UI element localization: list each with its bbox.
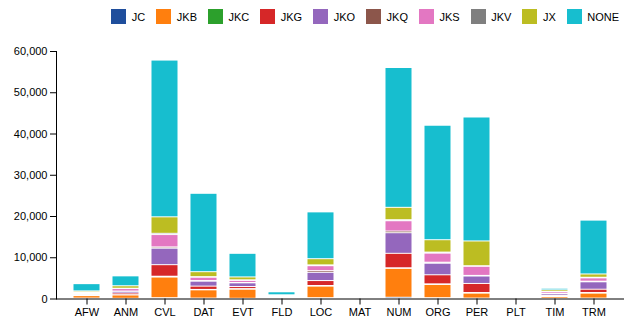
svg-text:ORG: ORG	[425, 305, 450, 317]
svg-text:PER: PER	[466, 305, 489, 317]
svg-text:60,000: 60,000	[14, 45, 48, 57]
svg-text:0: 0	[41, 292, 47, 304]
html-text:NONE: NONE	[587, 10, 619, 23]
svg-text:DAT: DAT	[193, 305, 214, 317]
svg-text:AFW: AFW	[75, 305, 100, 317]
svg-text:ANM: ANM	[114, 305, 138, 317]
svg-text:CVL: CVL	[154, 305, 175, 317]
html-text:JKV: JKV	[491, 10, 512, 23]
html-text:JKS: JKS	[439, 10, 460, 23]
svg-text:10,000: 10,000	[14, 251, 48, 263]
html-text:JKG: JKG	[280, 10, 303, 23]
html-text:JKO: JKO	[333, 10, 356, 23]
svg-text:FLD: FLD	[272, 305, 293, 317]
svg-text:TRM: TRM	[582, 305, 606, 317]
html-text:JKB: JKB	[176, 10, 197, 23]
svg-text:LOC: LOC	[310, 305, 333, 317]
svg-text:TIM: TIM	[546, 305, 565, 317]
html-text:JKQ: JKQ	[386, 10, 408, 23]
svg-text:20,000: 20,000	[14, 210, 48, 222]
html-text:JKC: JKC	[228, 10, 250, 23]
svg-text:MAT: MAT	[349, 305, 372, 317]
svg-text:EVT: EVT	[232, 305, 254, 317]
svg-text:50,000: 50,000	[14, 86, 48, 98]
svg-text:NUM: NUM	[386, 305, 411, 317]
html-text:JX: JX	[542, 10, 556, 23]
html-text:JC: JC	[131, 10, 146, 23]
svg-text:PLT: PLT	[506, 305, 526, 317]
svg-text:30,000: 30,000	[14, 168, 48, 180]
svg-text:40,000: 40,000	[14, 127, 48, 139]
